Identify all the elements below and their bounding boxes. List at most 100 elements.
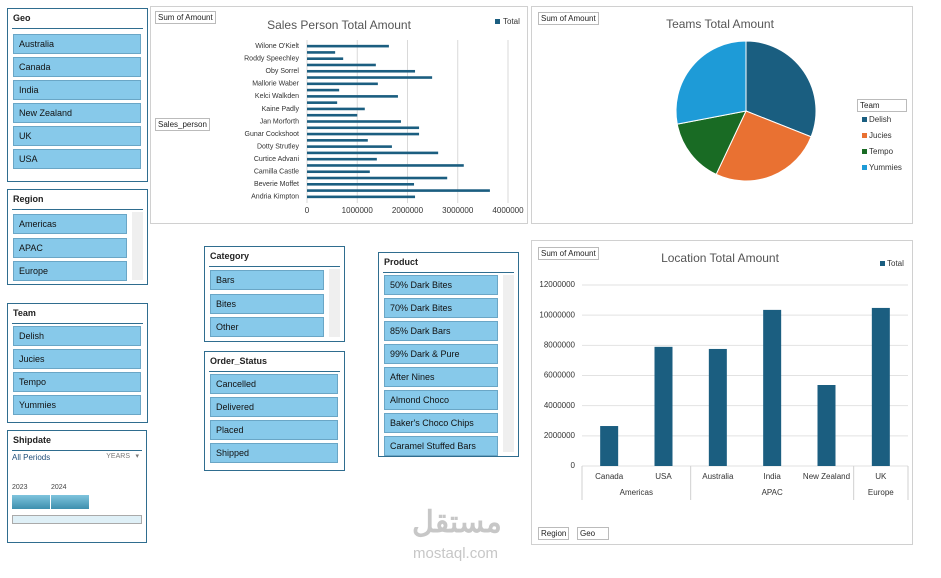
legend-title[interactable]: Team (857, 99, 907, 112)
slicer-item[interactable]: UK (13, 126, 141, 146)
scrollbar[interactable] (132, 212, 143, 280)
x-tick-label: 1000000 (342, 206, 374, 215)
slicer-item[interactable]: Canada (13, 57, 141, 77)
pie-slice (675, 40, 747, 125)
y-tick-label: 0 (571, 461, 576, 470)
bar (307, 69, 416, 73)
bar (307, 151, 439, 155)
slicer-item[interactable]: Tempo (13, 372, 141, 392)
y-tick-label: Curtice Advani (254, 156, 300, 163)
divider (12, 323, 143, 324)
legend-label: Jucies (869, 131, 892, 140)
bar (307, 145, 392, 148)
field-button[interactable]: Geo (577, 527, 609, 540)
watermark: mostaql.com (413, 545, 499, 562)
slicer-item[interactable]: Europe (13, 261, 127, 281)
chart-frame (150, 6, 528, 224)
chart-title: Teams Total Amount (666, 17, 775, 31)
field-button[interactable]: Sum of Amount (155, 11, 216, 24)
dropdown[interactable]: ▾ (135, 453, 139, 460)
bar (654, 346, 673, 466)
y-tick-label: Kaine Padly (262, 106, 300, 113)
bar (307, 132, 420, 136)
x-tick-label: New Zealand (803, 472, 850, 481)
slicer-item[interactable]: India (13, 80, 141, 100)
x-tick-label: India (763, 472, 781, 481)
year-label[interactable]: 2024 (51, 484, 67, 491)
slicer-item[interactable]: Americas (13, 214, 127, 234)
slicer-item[interactable]: Cancelled (210, 374, 338, 394)
bar (307, 57, 344, 60)
y-tick-label: 4000000 (544, 401, 576, 410)
slicer-item[interactable]: 70% Dark Bites (384, 298, 498, 318)
scrollbar[interactable] (329, 269, 340, 337)
scrollbar[interactable] (12, 515, 142, 524)
slicer-item[interactable]: 85% Dark Bars (384, 321, 498, 341)
x-tick-label: Canada (595, 472, 624, 481)
y-tick-label: 8000000 (544, 340, 576, 349)
slicer-title: Order_Status (210, 356, 268, 366)
slicer-item[interactable]: USA (13, 149, 141, 169)
period[interactable]: All Periods (12, 453, 51, 462)
slicer-item[interactable]: Bites (210, 293, 324, 314)
slicer-item[interactable]: Almond Choco (384, 390, 498, 410)
x-tick-label: 3000000 (442, 206, 474, 215)
slicer-item[interactable]: Baker's Choco Chips (384, 413, 498, 433)
bar (307, 113, 358, 117)
y-tick-label: Kelci Walkden (255, 93, 299, 100)
pie-slice (715, 110, 812, 182)
x-tick-label: 0 (305, 206, 310, 215)
slicer-item[interactable]: Other (210, 317, 324, 337)
slicer-item[interactable]: Delish (13, 326, 141, 346)
bar (307, 51, 336, 54)
slicer: Category Bars Bites Other (204, 246, 345, 342)
slicer-item[interactable]: Australia (13, 34, 141, 54)
slicer-item[interactable]: Bars (210, 270, 324, 290)
legend-label: Total (503, 17, 520, 26)
divider (383, 272, 514, 273)
year-label[interactable]: 2023 (12, 484, 28, 491)
bar (307, 88, 340, 92)
bar (307, 139, 368, 142)
slicer-item[interactable]: Yummies (13, 395, 141, 415)
field-button[interactable]: Sum of Amount (538, 247, 599, 260)
bar (307, 76, 433, 79)
level[interactable]: YEARS (106, 453, 130, 460)
legend-swatch (862, 165, 867, 170)
slicer-item[interactable]: Delivered (210, 397, 338, 417)
slicer-item[interactable]: New Zealand (13, 103, 141, 123)
slicer-item[interactable]: APAC (13, 237, 127, 258)
group-label: Americas (620, 488, 653, 497)
bar (307, 183, 415, 186)
field-button[interactable]: Sales_person (155, 118, 210, 131)
field-button[interactable]: Region (538, 527, 570, 540)
y-tick-label: 6000000 (544, 371, 576, 380)
bar (871, 307, 890, 466)
slicer-title: Shipdate (13, 435, 52, 445)
legend-label: Yummies (869, 163, 902, 172)
bar (307, 101, 338, 104)
timeline-bar[interactable] (51, 495, 89, 509)
slicer-title: Geo (13, 13, 31, 23)
y-tick-label: Oby Sorrel (266, 68, 300, 75)
pie-slice (676, 110, 747, 176)
divider (209, 266, 340, 267)
slicer-item[interactable]: 99% Dark & Pure (384, 344, 498, 364)
slicer-item[interactable]: Caramel Stuffed Bars (384, 436, 498, 456)
field-button[interactable]: Sum of Amount (538, 12, 599, 25)
slicer-item[interactable]: 50% Dark Bites (384, 275, 498, 295)
y-tick-label: Beverie Moffet (254, 181, 299, 188)
slicer-item[interactable]: Placed (210, 420, 338, 440)
x-tick-label: 4000000 (492, 206, 524, 215)
bar (307, 189, 490, 192)
y-tick-label: Gunar Cockshoot (245, 131, 300, 138)
scrollbar[interactable] (503, 275, 514, 452)
y-tick-label: Wilone O'Kielt (255, 43, 299, 50)
slicer-item[interactable]: After Nines (384, 367, 498, 387)
slicer: Product 50% Dark Bites 70% Dark Bites 85% D… (378, 252, 519, 457)
slicer-item[interactable]: Shipped (210, 443, 338, 463)
slicer-item[interactable]: Jucies (13, 349, 141, 369)
timeline-bar[interactable] (12, 495, 50, 509)
